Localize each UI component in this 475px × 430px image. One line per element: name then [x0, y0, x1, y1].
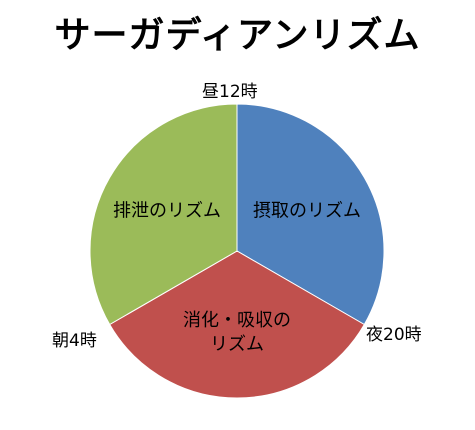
- pie-slice-excretion: [89, 103, 238, 326]
- chart-title: サーガディアンリズム: [54, 15, 421, 56]
- slice-label-excretion: 排泄のリズム: [113, 201, 221, 222]
- boundary-label-night: 夜20時: [366, 325, 422, 345]
- slice-label-digestion: 消化・吸収のリズム: [183, 310, 291, 355]
- pie-slice-digestion: [109, 250, 365, 399]
- slice-label-intake: 摂取のリズム: [253, 201, 361, 222]
- pie-slice-intake: [236, 103, 385, 326]
- boundary-label-noon: 昼12時: [202, 82, 258, 102]
- boundary-label-morning: 朝4時: [52, 331, 97, 351]
